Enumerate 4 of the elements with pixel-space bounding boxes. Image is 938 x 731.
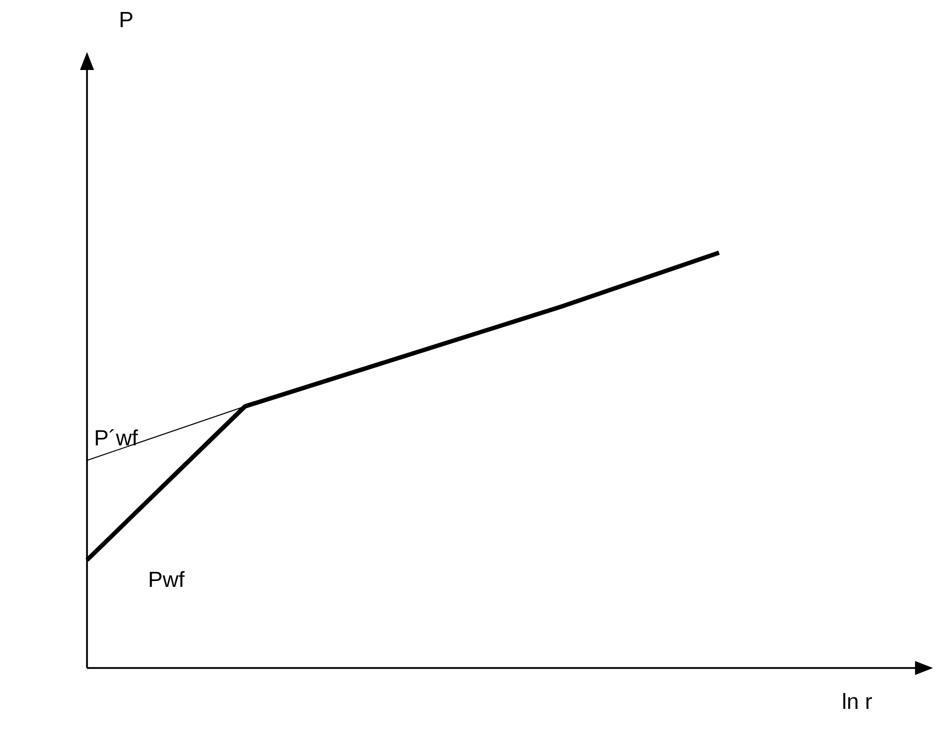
annotation: Pwf — [150, 571, 185, 587]
text: P — [120, 12, 132, 28]
x-axis-title: ln r — [843, 692, 872, 709]
annotation: P´wf — [96, 429, 138, 446]
